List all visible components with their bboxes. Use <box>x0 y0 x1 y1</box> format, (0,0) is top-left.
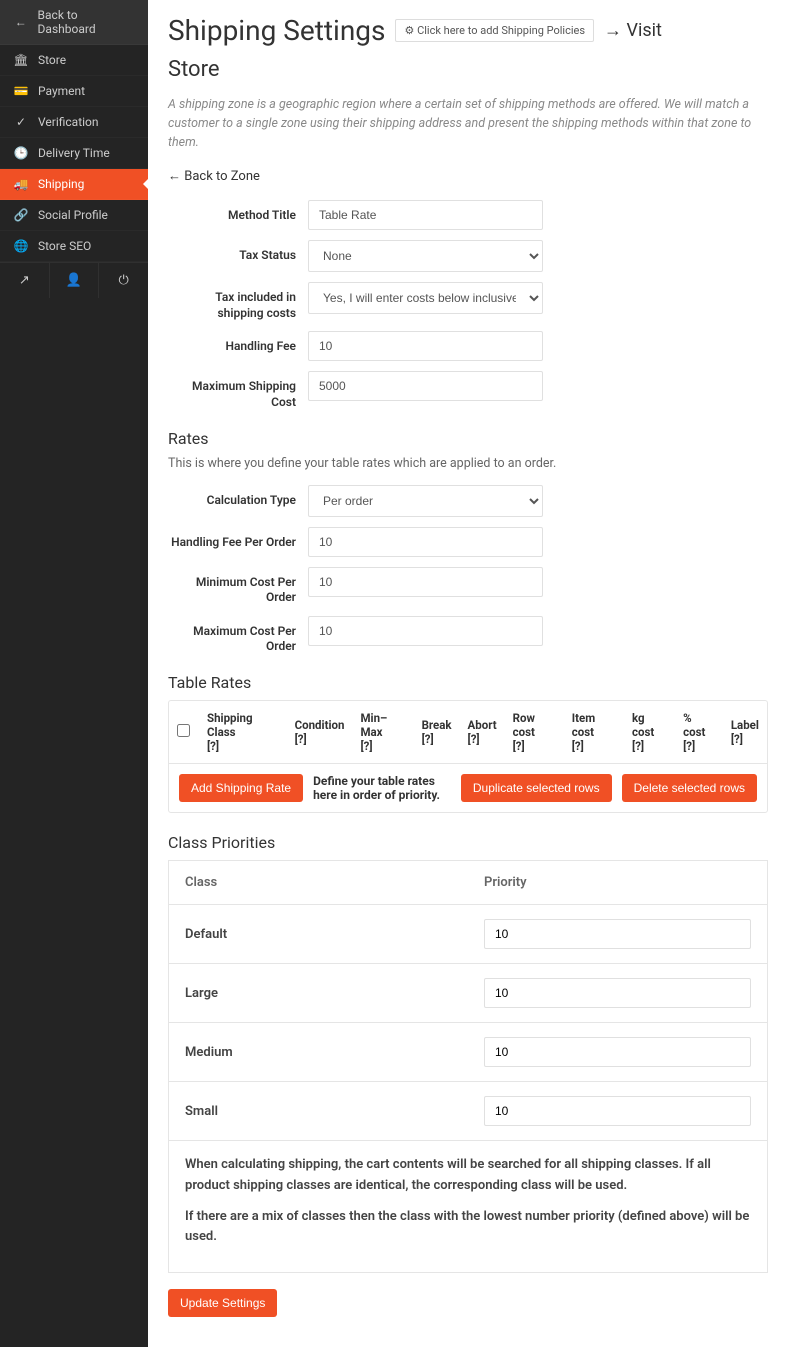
sidebar-item-label: Verification <box>38 115 99 129</box>
globe-icon: 🌐 <box>12 239 30 253</box>
main-content: Shipping Settings ⚙ Click here to add Sh… <box>148 0 788 1347</box>
col-rowcost: Row cost[?] <box>505 701 564 763</box>
sidebar-item-back[interactable]: ← Back to Dashboard <box>0 0 148 45</box>
sidebar-item-payment[interactable]: 💳 Payment <box>0 76 148 107</box>
sidebar-nav: ← Back to Dashboard 🏛 Store 💳 Payment ✓ Veri… <box>0 0 148 262</box>
class-priorities-heading: Class Priorities <box>168 833 768 852</box>
util-power-icon[interactable]: ⏻ <box>99 263 148 298</box>
method-title-input[interactable] <box>308 200 543 230</box>
col-abort: Abort[?] <box>460 701 505 763</box>
visit-link[interactable]: → Visit <box>604 20 662 41</box>
delete-rows-button[interactable]: Delete selected rows <box>622 774 757 802</box>
max-po-label: Maximum Cost Per Order <box>168 616 308 655</box>
sidebar-item-label: Social Profile <box>38 208 108 222</box>
rates-hint: This is where you define your table rate… <box>168 456 768 471</box>
sidebar-item-shipping[interactable]: 🚚 Shipping <box>0 169 148 200</box>
table-row: Medium <box>169 1023 768 1082</box>
zone-hint: A shipping zone is a geographic region w… <box>168 96 768 152</box>
table-rates-box: Shipping Class[?] Condition[?] Min–Max[?… <box>168 700 768 813</box>
col-minmax: Min–Max[?] <box>352 701 413 763</box>
sidebar-item-label: Store <box>38 53 66 67</box>
class-name: Default <box>169 905 469 964</box>
col-break: Break[?] <box>414 701 460 763</box>
sidebar-item-label: Back to Dashboard <box>38 8 136 36</box>
handling-po-label: Handling Fee Per Order <box>168 527 308 551</box>
select-all-checkbox[interactable] <box>177 724 190 737</box>
sidebar-item-label: Shipping <box>38 177 84 191</box>
sidebar-item-social[interactable]: 🔗 Social Profile <box>0 200 148 231</box>
define-rates-text: Define your table rates here in order of… <box>313 774 451 802</box>
sidebar-item-delivery[interactable]: 🕒 Delivery Time <box>0 138 148 169</box>
util-user-icon[interactable]: 👤 <box>50 263 100 298</box>
priority-note: When calculating shipping, the cart cont… <box>169 1141 768 1273</box>
priority-input[interactable] <box>484 978 751 1008</box>
sidebar-item-seo[interactable]: 🌐 Store SEO <box>0 231 148 262</box>
priority-input[interactable] <box>484 1096 751 1126</box>
sidebar: ← Back to Dashboard 🏛 Store 💳 Payment ✓ Veri… <box>0 0 148 1347</box>
truck-icon: 🚚 <box>12 177 30 191</box>
calc-type-select[interactable]: Per order <box>308 485 543 517</box>
duplicate-rows-button[interactable]: Duplicate selected rows <box>461 774 612 802</box>
col-shipping-class: Shipping Class[?] <box>199 701 287 763</box>
util-external-icon[interactable]: ↗ <box>0 263 50 298</box>
class-name: Medium <box>169 1023 469 1082</box>
max-ship-input[interactable] <box>308 371 543 401</box>
class-name: Small <box>169 1082 469 1141</box>
add-shipping-rate-button[interactable]: Add Shipping Rate <box>179 774 303 802</box>
sidebar-util: ↗ 👤 ⏻ <box>0 262 148 298</box>
sidebar-item-label: Delivery Time <box>38 146 110 160</box>
tax-status-label: Tax Status <box>168 240 308 264</box>
min-po-label: Minimum Cost Per Order <box>168 567 308 606</box>
calc-type-label: Calculation Type <box>168 485 308 509</box>
tax-included-label: Tax included in shipping costs <box>168 282 308 321</box>
add-policies-button[interactable]: ⚙ Click here to add Shipping Policies <box>395 19 594 42</box>
share-icon: 🔗 <box>12 208 30 222</box>
handling-fee-label: Handling Fee <box>168 331 308 355</box>
max-ship-label: Maximum Shipping Cost <box>168 371 308 410</box>
back-to-zone-link[interactable]: ← Back to Zone <box>168 168 260 184</box>
sidebar-item-verification[interactable]: ✓ Verification <box>0 107 148 138</box>
class-name: Large <box>169 964 469 1023</box>
arrow-left-icon: ← <box>12 15 30 29</box>
page-title: Shipping Settings <box>168 14 385 47</box>
sidebar-item-label: Store SEO <box>38 239 91 253</box>
rates-table: Shipping Class[?] Condition[?] Min–Max[?… <box>169 701 767 763</box>
method-title-label: Method Title <box>168 200 308 224</box>
rates-heading: Rates <box>168 429 768 448</box>
table-row: Small <box>169 1082 768 1141</box>
sidebar-item-store[interactable]: 🏛 Store <box>0 45 148 76</box>
tax-status-select[interactable]: None <box>308 240 543 272</box>
col-pctcost: % cost[?] <box>675 701 723 763</box>
priority-input[interactable] <box>484 1037 751 1067</box>
col-class: Class <box>169 861 469 905</box>
col-label: Label[?] <box>723 701 767 763</box>
handling-fee-input[interactable] <box>308 331 543 361</box>
table-row: Default <box>169 905 768 964</box>
min-po-input[interactable] <box>308 567 543 597</box>
card-icon: 💳 <box>12 84 30 98</box>
clock-icon: 🕒 <box>12 146 30 160</box>
priorities-table: Class Priority Default Large Medium Smal… <box>168 860 768 1273</box>
handling-po-input[interactable] <box>308 527 543 557</box>
check-icon: ✓ <box>12 115 30 129</box>
store-heading: Store <box>168 57 768 82</box>
col-priority: Priority <box>468 861 768 905</box>
store-icon: 🏛 <box>12 53 30 67</box>
sidebar-item-label: Payment <box>38 84 85 98</box>
col-condition: Condition[?] <box>287 701 353 763</box>
col-itemcost: Item cost[?] <box>564 701 624 763</box>
col-kgcost: kg cost[?] <box>624 701 675 763</box>
table-rates-heading: Table Rates <box>168 673 768 692</box>
tax-included-select[interactable]: Yes, I will enter costs below inclusive … <box>308 282 543 314</box>
priority-input[interactable] <box>484 919 751 949</box>
max-po-input[interactable] <box>308 616 543 646</box>
table-row: Large <box>169 964 768 1023</box>
update-settings-button[interactable]: Update Settings <box>168 1289 277 1317</box>
